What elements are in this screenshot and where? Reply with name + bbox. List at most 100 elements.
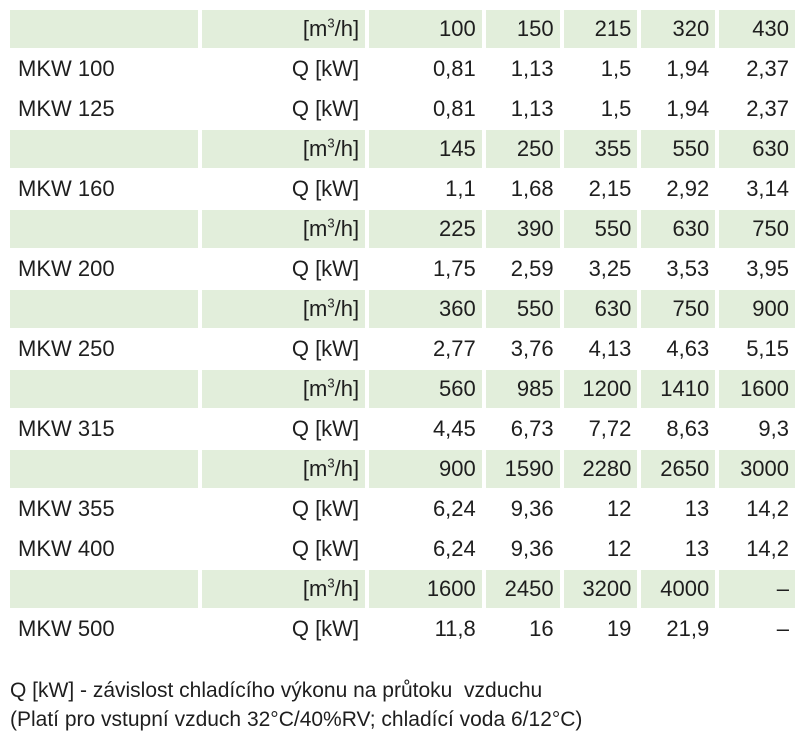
value-cell: 13 <box>641 530 715 568</box>
unit-text: /h] <box>335 456 359 481</box>
value-cell: 1,75 <box>369 250 482 288</box>
value-cell: 4000 <box>641 570 715 608</box>
value-cell: 4,45 <box>369 410 482 448</box>
model-cell <box>10 10 198 48</box>
unit-text: [m <box>303 576 327 601</box>
value-cell: 9,36 <box>486 490 560 528</box>
unit-cell: Q [kW] <box>202 250 366 288</box>
unit-text: [m <box>303 296 327 321</box>
unit-cell: Q [kW] <box>202 170 366 208</box>
value-cell: 1,1 <box>369 170 482 208</box>
unit-text: 3 <box>327 576 334 591</box>
capacity-row: MKW 250Q [kW]2,773,764,134,635,15 <box>10 330 795 368</box>
value-cell: 6,73 <box>486 410 560 448</box>
value-cell: – <box>719 570 795 608</box>
unit-text: [m <box>303 456 327 481</box>
value-cell: 2,59 <box>486 250 560 288</box>
model-cell: MKW 315 <box>10 410 198 448</box>
unit-text: 3 <box>327 296 334 311</box>
unit-text: /h] <box>335 376 359 401</box>
value-cell: 3,14 <box>719 170 795 208</box>
model-cell <box>10 130 198 168</box>
value-cell: 6,24 <box>369 530 482 568</box>
unit-cell: Q [kW] <box>202 410 366 448</box>
unit-text: [m <box>303 216 327 241</box>
unit-cell: Q [kW] <box>202 50 366 88</box>
footnote-line-2: (Platí pro vstupní vzduch 32°C/40%RV; ch… <box>10 705 582 734</box>
model-cell: MKW 100 <box>10 50 198 88</box>
value-cell: 3,25 <box>564 250 638 288</box>
footnote-line-1: Q [kW] - závislost chladícího výkonu na … <box>10 676 582 705</box>
unit-text: /h] <box>335 16 359 41</box>
capacity-row: MKW 200Q [kW]1,752,593,253,533,95 <box>10 250 795 288</box>
value-cell: 1,94 <box>641 90 715 128</box>
unit-cell: [m3/h] <box>202 130 366 168</box>
capacity-row: MKW 400Q [kW]6,249,36121314,2 <box>10 530 795 568</box>
unit-cell: Q [kW] <box>202 490 366 528</box>
model-cell <box>10 370 198 408</box>
airflow-row: [m3/h]1600245032004000– <box>10 570 795 608</box>
unit-cell: [m3/h] <box>202 450 366 488</box>
value-cell: 1600 <box>719 370 795 408</box>
value-cell: 360 <box>369 290 482 328</box>
value-cell: 0,81 <box>369 50 482 88</box>
value-cell: 390 <box>486 210 560 248</box>
model-cell <box>10 290 198 328</box>
unit-text: 3 <box>327 456 334 471</box>
value-cell: 900 <box>719 290 795 328</box>
capacity-row: MKW 160Q [kW]1,11,682,152,923,14 <box>10 170 795 208</box>
value-cell: 1600 <box>369 570 482 608</box>
model-cell <box>10 210 198 248</box>
value-cell: 3,53 <box>641 250 715 288</box>
model-cell: MKW 160 <box>10 170 198 208</box>
unit-text: 3 <box>327 376 334 391</box>
unit-cell: [m3/h] <box>202 370 366 408</box>
unit-text: [m <box>303 376 327 401</box>
value-cell: 5,15 <box>719 330 795 368</box>
value-cell: 2650 <box>641 450 715 488</box>
unit-cell: [m3/h] <box>202 210 366 248</box>
value-cell: 355 <box>564 130 638 168</box>
value-cell: 2,15 <box>564 170 638 208</box>
value-cell: 560 <box>369 370 482 408</box>
value-cell: 1,13 <box>486 50 560 88</box>
model-cell: MKW 200 <box>10 250 198 288</box>
capacity-row: MKW 315Q [kW]4,456,737,728,639,3 <box>10 410 795 448</box>
value-cell: 13 <box>641 490 715 528</box>
value-cell: 9,36 <box>486 530 560 568</box>
value-cell: 145 <box>369 130 482 168</box>
model-cell: MKW 250 <box>10 330 198 368</box>
unit-text: 3 <box>327 16 334 31</box>
unit-text: [m <box>303 16 327 41</box>
value-cell: 150 <box>486 10 560 48</box>
value-cell: 225 <box>369 210 482 248</box>
value-cell: 320 <box>641 10 715 48</box>
airflow-row: [m3/h]9001590228026503000 <box>10 450 795 488</box>
unit-cell: [m3/h] <box>202 10 366 48</box>
value-cell: 9,3 <box>719 410 795 448</box>
airflow-row: [m3/h]225390550630750 <box>10 210 795 248</box>
value-cell: 3200 <box>564 570 638 608</box>
value-cell: 14,2 <box>719 530 795 568</box>
value-cell: 21,9 <box>641 610 715 648</box>
footnote: Q [kW] - závislost chladícího výkonu na … <box>10 676 582 734</box>
value-cell: 8,63 <box>641 410 715 448</box>
value-cell: 2,37 <box>719 50 795 88</box>
value-cell: 1590 <box>486 450 560 488</box>
value-cell: 550 <box>641 130 715 168</box>
value-cell: 1,5 <box>564 50 638 88</box>
unit-text: [m <box>303 136 327 161</box>
unit-text: /h] <box>335 216 359 241</box>
unit-cell: Q [kW] <box>202 530 366 568</box>
value-cell: 2450 <box>486 570 560 608</box>
value-cell: 1,5 <box>564 90 638 128</box>
value-cell: 3,95 <box>719 250 795 288</box>
airflow-row: [m3/h]560985120014101600 <box>10 370 795 408</box>
value-cell: 1,13 <box>486 90 560 128</box>
airflow-row: [m3/h]100150215320430 <box>10 10 795 48</box>
value-cell: 14,2 <box>719 490 795 528</box>
value-cell: 1200 <box>564 370 638 408</box>
unit-cell: Q [kW] <box>202 90 366 128</box>
value-cell: 100 <box>369 10 482 48</box>
model-cell: MKW 355 <box>10 490 198 528</box>
